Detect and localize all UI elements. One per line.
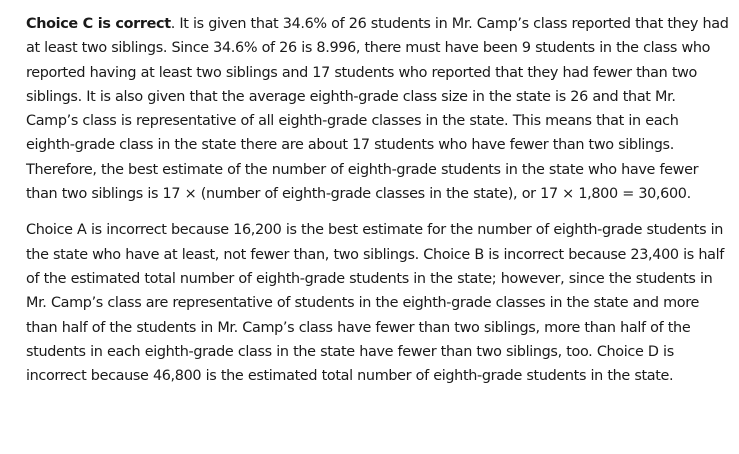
incorrect-choices-paragraph: Choice A is incorrect because 16,200 is …: [26, 222, 724, 385]
correct-answer-explanation: . It is given that 34.6% of 26 students …: [26, 16, 729, 203]
correct-answer-paragraph: Choice C is correct. It is given that 34…: [26, 12, 729, 206]
correct-choice-label: Choice C is correct: [26, 16, 171, 32]
